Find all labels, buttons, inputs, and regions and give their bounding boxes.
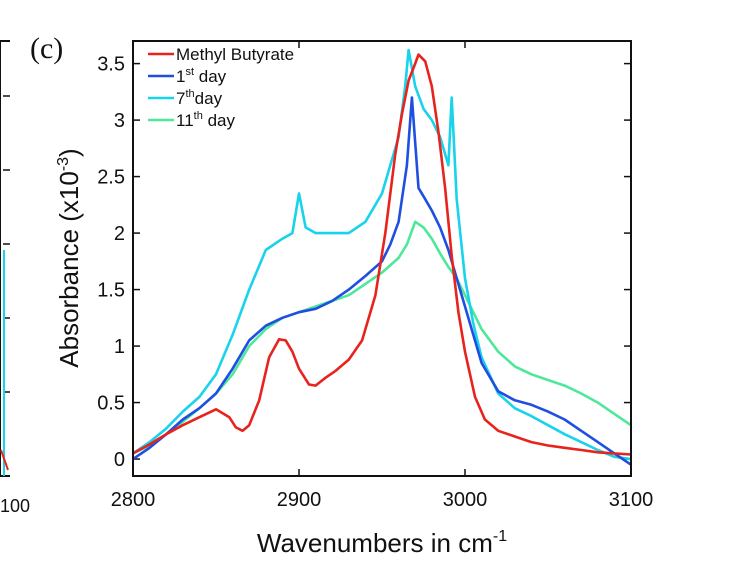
legend-label: 11th day [176,110,235,130]
legend-label: Methyl Butyrate [176,45,294,64]
y-tick-label: 0.5 [97,393,125,415]
series-layer [132,48,632,466]
x-tick-label: 2900 [277,489,322,511]
left-panel-fragment: 100 [0,40,30,516]
y-tick-label: 3.5 [97,54,125,76]
y-tick-label: 1.5 [97,280,125,302]
y-tick-label: 2.5 [97,167,125,189]
legend-label: 7thday [176,88,223,108]
y-axis-label: Absorbance (x10-3) [54,148,84,367]
y-axis-ticks: 0 0.5 1 1.5 2 2.5 3 3.5 [97,54,631,471]
x-tick-label: 3000 [443,489,488,511]
x-tick-label: 2800 [111,489,156,511]
series-line-3 [132,48,632,461]
y-axis-label-sup: -3 [55,157,72,171]
y-tick-label: 0 [114,449,125,471]
y-tick-label: 2 [114,223,125,245]
series-line-1 [132,53,632,456]
panel-label: (c) [30,32,63,65]
x-axis-label: Wavenumbers in cm-1 [257,528,507,558]
x-axis-label-main: Wavenumbers in cm [257,528,493,558]
y-axis-label-close: ) [54,148,84,157]
legend-label: 1st day [176,66,227,86]
y-tick-label: 1 [114,336,125,358]
plot-frame [132,40,632,477]
y-axis-label-main: Absorbance (x10 [54,171,84,368]
left-panel-tick-label: 100 [0,496,30,516]
x-tick-label: 3100 [609,489,654,511]
left-panel-red-trace [0,449,9,471]
y-tick-label: 3 [114,110,125,132]
x-axis-ticks: 2800 2900 3000 3100 [111,41,654,511]
series-line-2 [132,96,632,466]
series-line-4 [132,220,632,455]
x-axis-label-sup: -1 [493,528,507,545]
